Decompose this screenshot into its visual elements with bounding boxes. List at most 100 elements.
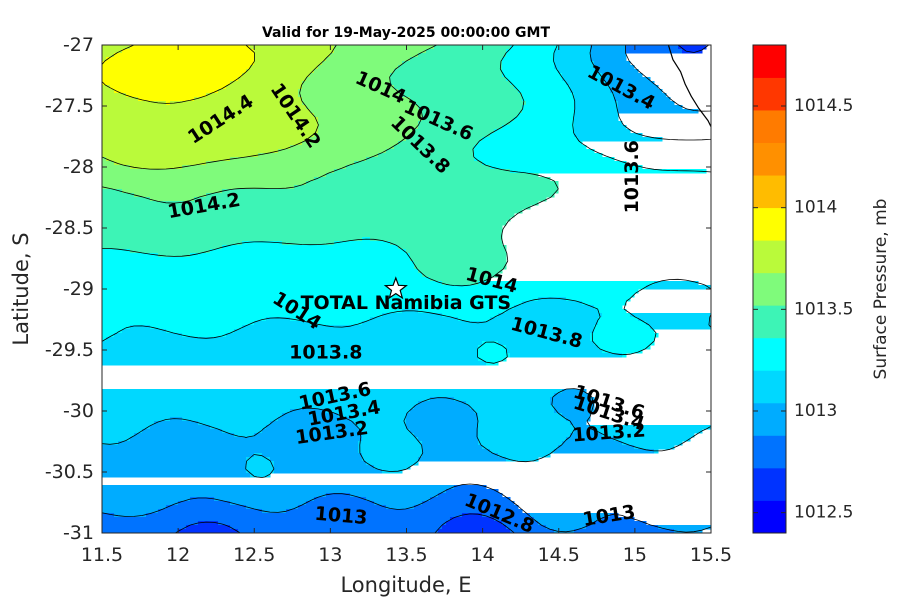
- field-cell: [246, 505, 299, 510]
- field-cell: [130, 249, 211, 254]
- field-cell: [506, 53, 555, 58]
- field-cell: [254, 433, 363, 438]
- field-cell: [318, 129, 415, 134]
- field-cell: [102, 245, 223, 250]
- field-cell: [426, 49, 507, 54]
- field-cell: [502, 125, 575, 130]
- field-cell: [102, 149, 279, 154]
- field-cell: [574, 113, 619, 118]
- contour-label: 1013.2: [572, 419, 647, 446]
- field-cell: [102, 325, 131, 330]
- field-cell: [102, 69, 247, 74]
- field-cell: [618, 109, 699, 114]
- field-cell: [398, 89, 519, 94]
- field-cell: [394, 69, 503, 74]
- field-cell: [138, 97, 195, 102]
- field-cell: [590, 45, 627, 50]
- field-cell: [418, 437, 479, 442]
- field-cell: [254, 49, 335, 54]
- field-cell: [166, 505, 247, 510]
- field-cell: [446, 489, 499, 494]
- field-cell: [234, 433, 255, 438]
- field-cell: [458, 317, 491, 322]
- x-tick-label: 13: [318, 544, 342, 566]
- field-cell: [238, 529, 439, 533]
- field-cell: [270, 457, 363, 462]
- field-cell: [198, 521, 219, 526]
- field-cell: [334, 45, 435, 50]
- field-cell: [586, 525, 659, 530]
- colorbar-tick-label: 1014: [794, 198, 837, 218]
- field-cell: [418, 457, 507, 462]
- colorbar-segment: [753, 435, 786, 469]
- field-cell: [318, 121, 419, 126]
- field-cell: [102, 501, 179, 506]
- field-cell: [410, 253, 507, 258]
- field-cell: [246, 469, 275, 474]
- field-cell: [102, 277, 431, 282]
- field-cell: [102, 209, 523, 214]
- field-cell: [410, 57, 503, 62]
- field-cell: [194, 97, 303, 102]
- field-cell: [658, 525, 711, 530]
- field-cell: [498, 341, 595, 346]
- field-cell: [482, 341, 499, 346]
- x-tick-label: 14.5: [538, 544, 580, 566]
- field-cell: [282, 413, 339, 418]
- field-cell: [414, 101, 527, 106]
- field-cell: [102, 177, 315, 182]
- coastline: [667, 45, 711, 129]
- field-cell: [262, 429, 363, 434]
- field-cell: [102, 413, 283, 418]
- colorbar-label: Surface Pressure, mb: [871, 199, 891, 380]
- field-cell: [558, 45, 591, 50]
- field-cell: [230, 81, 303, 86]
- field-cell: [574, 425, 591, 430]
- field-cell: [102, 453, 255, 458]
- field-cell: [582, 301, 627, 306]
- field-cell: [406, 249, 507, 254]
- field-cell: [630, 313, 711, 318]
- x-axis-label: Longitude, E: [340, 573, 471, 597]
- field-cell: [130, 45, 251, 50]
- field-cell: [454, 397, 551, 402]
- field-cell: [254, 61, 323, 66]
- field-cell: [102, 45, 131, 50]
- field-cell: [602, 349, 643, 354]
- field-cell: [198, 421, 271, 426]
- field-cell: [302, 81, 391, 86]
- field-cell: [574, 121, 623, 126]
- contour-label: 1013: [314, 503, 369, 530]
- field-cell: [502, 57, 555, 62]
- field-cell: [554, 57, 591, 62]
- field-cell: [502, 521, 539, 526]
- field-cell: [274, 465, 375, 470]
- coastline-path: [667, 45, 711, 129]
- colorbar-segment: [753, 142, 786, 176]
- field-cell: [558, 445, 635, 450]
- field-cell: [406, 417, 479, 422]
- field-cell: [590, 49, 627, 54]
- field-cell: [102, 185, 295, 190]
- field-cell: [474, 409, 555, 414]
- field-cell: [610, 89, 663, 94]
- field-cell: [306, 77, 391, 82]
- field-cell: [102, 321, 255, 326]
- field-cell: [574, 133, 643, 138]
- field-cell: [554, 409, 595, 414]
- field-cell: [102, 61, 255, 66]
- field-cell: [574, 93, 615, 98]
- field-cell: [358, 445, 423, 450]
- contour-line: [102, 45, 437, 204]
- field-cell: [418, 401, 467, 406]
- field-cell: [506, 49, 555, 54]
- field-cell: [102, 357, 479, 362]
- field-cell: [510, 353, 623, 358]
- field-cell: [422, 273, 499, 278]
- field-cell: [354, 161, 483, 166]
- field-cell: [102, 389, 563, 394]
- field-cell: [102, 465, 247, 470]
- field-cell: [170, 101, 303, 106]
- field-cell: [422, 501, 515, 506]
- field-cell: [102, 425, 151, 430]
